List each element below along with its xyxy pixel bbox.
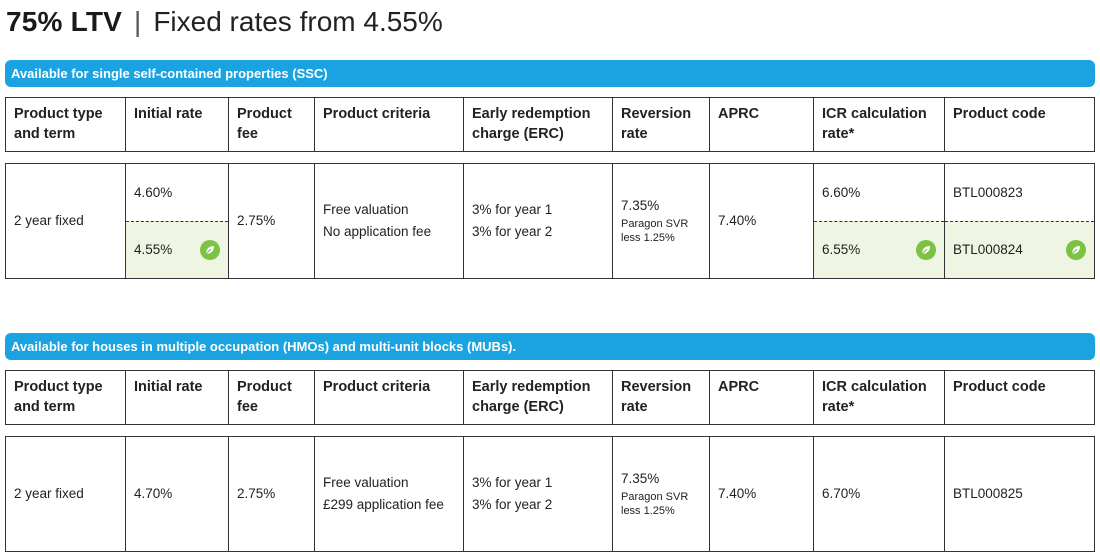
reversion-rate-cell: 7.35% Paragon SVR less 1.25% bbox=[612, 436, 710, 552]
col-header-initial-rate: Initial rate bbox=[125, 370, 229, 425]
icr-rate-cell: 6.60% 6.55% bbox=[813, 163, 945, 279]
col-header-product-criteria: Product criteria bbox=[314, 370, 464, 425]
criteria-line: Free valuation bbox=[323, 475, 409, 490]
leaf-icon bbox=[200, 240, 220, 260]
reversion-note: Paragon SVR bbox=[621, 490, 689, 503]
product-type-cell: 2 year fixed bbox=[5, 436, 126, 552]
product-code-standard: BTL000823 bbox=[945, 164, 1094, 221]
erc-line: 3% for year 2 bbox=[472, 497, 553, 512]
col-header-product-code: Product code bbox=[944, 97, 1095, 152]
erc-cell: 3% for year 1 3% for year 2 bbox=[463, 436, 613, 552]
product-criteria-cell: Free valuation No application fee bbox=[314, 163, 464, 279]
reversion-note: less 1.25% bbox=[621, 231, 675, 244]
heading-separator: | bbox=[134, 6, 142, 37]
product-type-cell: 2 year fixed bbox=[5, 163, 126, 279]
initial-rate-cell: 4.70% bbox=[125, 436, 229, 552]
section-banner-hmo: Available for houses in multiple occupat… bbox=[5, 333, 1095, 360]
col-header-erc: Early redemption charge (ERC) bbox=[463, 370, 613, 425]
erc-line: 3% for year 1 bbox=[472, 475, 553, 490]
product-code-value: BTL000823 bbox=[953, 184, 1023, 200]
table-row: 2 year fixed 4.60% 4.55% 2.75% Free valu… bbox=[5, 163, 1095, 279]
product-code-green-value: BTL000824 bbox=[953, 242, 1023, 257]
table-spacer bbox=[5, 151, 1095, 164]
aprc-cell: 7.40% bbox=[709, 436, 814, 552]
col-header-aprc: APRC bbox=[709, 97, 814, 152]
col-header-initial-rate: Initial rate bbox=[125, 97, 229, 152]
col-header-reversion-rate: Reversion rate bbox=[612, 370, 710, 425]
criteria-line: Free valuation bbox=[323, 202, 409, 217]
reversion-rate-cell: 7.35% Paragon SVR less 1.25% bbox=[612, 163, 710, 279]
reversion-note: less 1.25% bbox=[621, 504, 675, 517]
erc-cell: 3% for year 1 3% for year 2 bbox=[463, 163, 613, 279]
initial-rate-value: 4.60% bbox=[134, 184, 173, 200]
col-header-icr-rate: ICR calculation rate* bbox=[813, 97, 945, 152]
rate-heading: Fixed rates from 4.55% bbox=[153, 6, 443, 37]
col-header-erc: Early redemption charge (ERC) bbox=[463, 97, 613, 152]
col-header-product-code: Product code bbox=[944, 370, 1095, 425]
section-banner-ssc: Available for single self-contained prop… bbox=[5, 60, 1095, 87]
col-header-icr-rate: ICR calculation rate* bbox=[813, 370, 945, 425]
col-header-product-fee: Product fee bbox=[228, 370, 315, 425]
ltv-heading: 75% LTV bbox=[6, 6, 123, 37]
rates-table-ssc: Product type and term Initial rate Produ… bbox=[5, 97, 1095, 279]
aprc-cell: 7.40% bbox=[709, 163, 814, 279]
reversion-rate-value: 7.35% bbox=[621, 470, 660, 486]
table-header-row: Product type and term Initial rate Produ… bbox=[5, 370, 1095, 425]
product-code-cell: BTL000825 bbox=[944, 436, 1095, 552]
col-header-product-criteria: Product criteria bbox=[314, 97, 464, 152]
reversion-note: Paragon SVR bbox=[621, 217, 689, 230]
table-header-row: Product type and term Initial rate Produ… bbox=[5, 97, 1095, 152]
table-row: 2 year fixed 4.70% 2.75% Free valuation … bbox=[5, 436, 1095, 552]
initial-rate-standard: 4.60% bbox=[126, 164, 228, 221]
icr-rate-green: 6.55% bbox=[814, 221, 944, 278]
table-spacer bbox=[5, 424, 1095, 437]
criteria-line: No application fee bbox=[323, 224, 432, 239]
product-fee-cell: 2.75% bbox=[228, 163, 315, 279]
initial-rate-green: 4.55% bbox=[126, 221, 228, 278]
product-code-cell: BTL000823 BTL000824 bbox=[944, 163, 1095, 279]
initial-rate-green-value: 4.55% bbox=[134, 242, 173, 257]
reversion-rate-value: 7.35% bbox=[621, 197, 660, 213]
criteria-line: £299 application fee bbox=[323, 497, 444, 512]
product-fee-cell: 2.75% bbox=[228, 436, 315, 552]
icr-rate-green-value: 6.55% bbox=[822, 242, 861, 257]
initial-rate-cell: 4.60% 4.55% bbox=[125, 163, 229, 279]
icr-rate-cell: 6.70% bbox=[813, 436, 945, 552]
leaf-icon bbox=[916, 240, 936, 260]
leaf-icon bbox=[1066, 240, 1086, 260]
col-header-product-fee: Product fee bbox=[228, 97, 315, 152]
icr-rate-standard: 6.60% bbox=[814, 164, 944, 221]
product-code-green: BTL000824 bbox=[945, 221, 1094, 278]
rates-table-hmo: Product type and term Initial rate Produ… bbox=[5, 370, 1095, 552]
col-header-aprc: APRC bbox=[709, 370, 814, 425]
col-header-reversion-rate: Reversion rate bbox=[612, 97, 710, 152]
erc-line: 3% for year 2 bbox=[472, 224, 553, 239]
col-header-product-type: Product type and term bbox=[5, 97, 126, 152]
erc-line: 3% for year 1 bbox=[472, 202, 553, 217]
product-criteria-cell: Free valuation £299 application fee bbox=[314, 436, 464, 552]
icr-rate-value: 6.60% bbox=[822, 184, 861, 200]
col-header-product-type: Product type and term bbox=[5, 370, 126, 425]
page-header: 75% LTV | Fixed rates from 4.55% bbox=[6, 2, 443, 42]
